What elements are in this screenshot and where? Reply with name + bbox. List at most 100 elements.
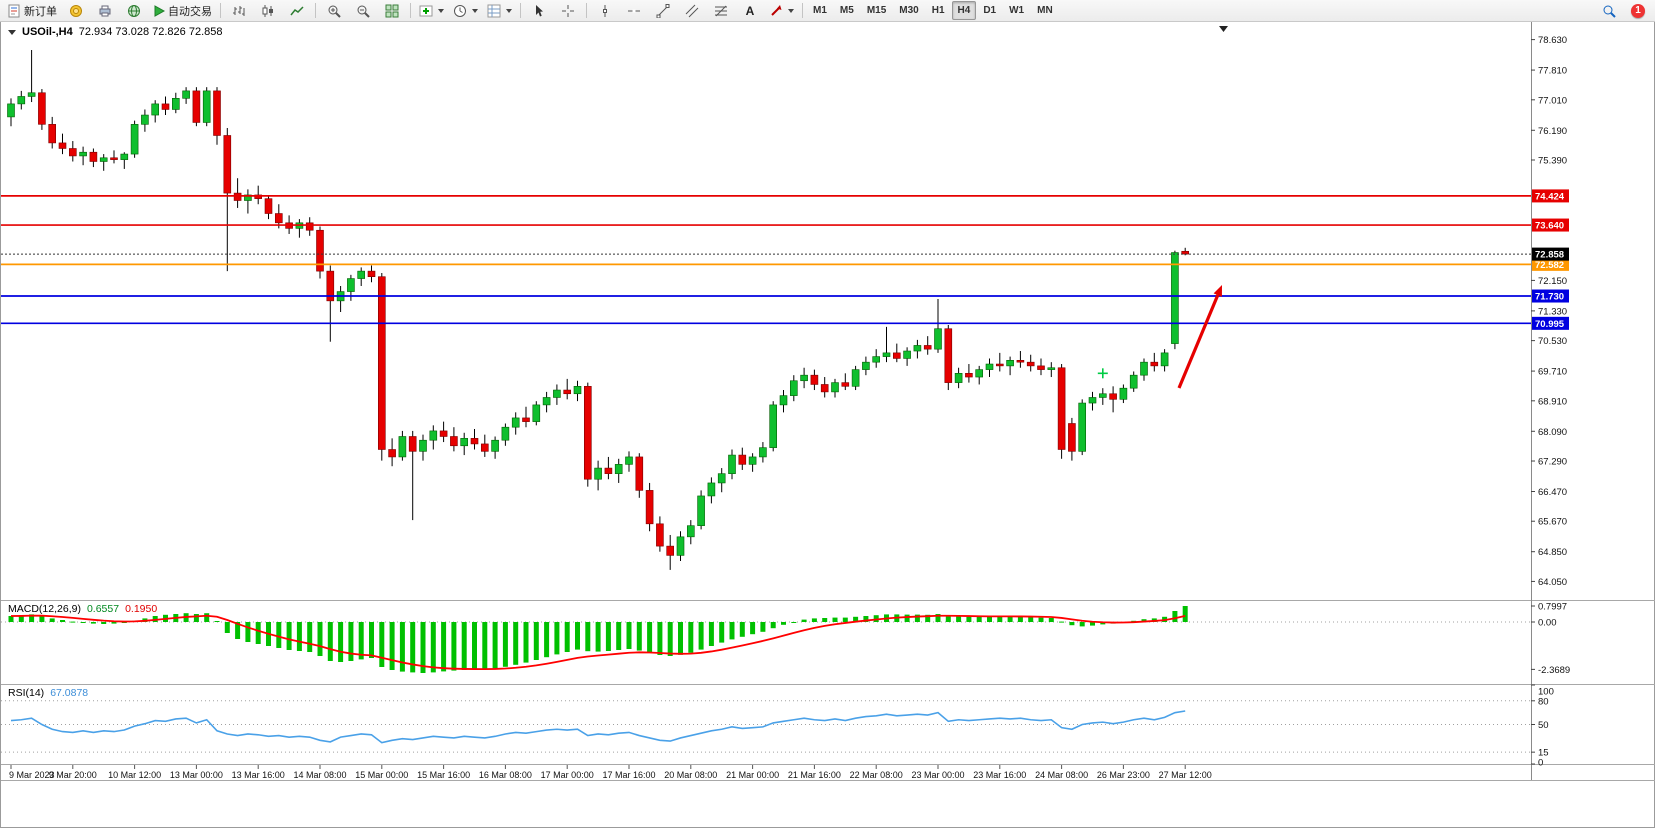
rsi-axis-tick: 80 xyxy=(1538,696,1549,707)
zoom-in-button[interactable] xyxy=(320,0,348,22)
indicators-button[interactable] xyxy=(415,0,448,22)
tf-button-w1[interactable]: W1 xyxy=(1009,5,1025,16)
time-axis-label: 23 Mar 16:00 xyxy=(973,770,1026,780)
candle xyxy=(367,270,376,277)
tf-button-mn[interactable]: MN xyxy=(1037,5,1053,16)
price-badge xyxy=(1532,257,1569,271)
candle xyxy=(583,386,592,480)
cursor-button[interactable] xyxy=(525,0,553,22)
time-axis-label: 17 Mar 16:00 xyxy=(602,770,655,780)
svg-text:70.995: 70.995 xyxy=(1535,319,1565,330)
price-badge xyxy=(1532,316,1569,330)
macd-histogram-bar xyxy=(533,622,539,660)
templates-button[interactable] xyxy=(483,0,516,22)
macd-histogram-bar xyxy=(379,622,385,667)
macd-histogram-bar xyxy=(307,622,313,652)
macd-axis-tick: 0.7997 xyxy=(1538,602,1567,613)
autotrading-button[interactable]: 自动交易 xyxy=(149,0,216,22)
candle xyxy=(965,373,973,378)
channel-button[interactable] xyxy=(678,0,706,22)
tf-button-m30[interactable]: M30 xyxy=(899,5,919,16)
candle xyxy=(748,456,757,465)
macd-histogram-bar xyxy=(1038,617,1044,622)
macd-histogram-bar xyxy=(698,622,704,650)
macd-title: MACD(12,26,9) xyxy=(8,603,81,615)
candle xyxy=(717,473,726,484)
time-axis-label: 13 Mar 16:00 xyxy=(232,770,285,780)
candle xyxy=(738,454,747,465)
macd-histogram-bar xyxy=(214,621,220,622)
periods-button[interactable] xyxy=(449,0,482,22)
trend-arrow-annotation[interactable] xyxy=(1177,294,1220,389)
rsi-title: RSI(14) xyxy=(8,687,45,699)
notifications-button[interactable]: 1 xyxy=(1624,0,1652,22)
tf-button-d1[interactable]: D1 xyxy=(983,5,997,16)
candle xyxy=(954,373,963,383)
macd-signal-value: 0.1950 xyxy=(125,603,158,615)
shapes-button[interactable] xyxy=(765,0,798,22)
candle xyxy=(264,198,273,214)
candle xyxy=(645,490,654,525)
tf-button-h4[interactable]: H4 xyxy=(951,1,977,20)
search-button[interactable] xyxy=(1595,0,1623,22)
chart-window[interactable]: 78.630 77.810 77.010 76.190 75.390 72.150 71.3… xyxy=(0,22,1655,828)
candle xyxy=(697,495,705,526)
crosshair-button[interactable] xyxy=(554,0,582,22)
price-badge xyxy=(1532,247,1569,261)
new-order-button[interactable]: 新订单 xyxy=(3,0,61,22)
chart-shift-marker[interactable] xyxy=(1219,26,1228,32)
metaeditor-button[interactable] xyxy=(62,0,90,22)
price-badge xyxy=(1532,189,1569,203)
tf-button-m5[interactable]: M5 xyxy=(839,5,854,16)
toolbar-separator xyxy=(220,3,221,18)
print-button[interactable] xyxy=(91,0,119,22)
price-axis-tick: 64.050 xyxy=(1538,577,1567,588)
zoom-out-button[interactable] xyxy=(349,0,377,22)
macd-histogram-bar xyxy=(1172,611,1178,622)
horizontal-line-button[interactable] xyxy=(620,0,648,22)
one-click-trading-toggle[interactable] xyxy=(8,29,16,35)
tf-button-m1[interactable]: M1 xyxy=(813,5,827,16)
macd-axis-tick: -2.3689 xyxy=(1538,665,1570,676)
text-tool-button[interactable]: A xyxy=(736,0,764,22)
fibonacci-button[interactable] xyxy=(707,0,735,22)
macd-histogram-bar xyxy=(296,622,302,651)
vertical-line-button[interactable] xyxy=(591,0,619,22)
time-axis-label: 23 Mar 00:00 xyxy=(911,770,964,780)
price-chart-canvas[interactable]: 78.630 77.810 77.010 76.190 75.390 72.150 71.3… xyxy=(1,22,1655,828)
candle xyxy=(800,374,808,382)
candle xyxy=(1088,397,1097,404)
trendline-button[interactable] xyxy=(649,0,677,22)
candle xyxy=(274,213,283,224)
tf-button-h1[interactable]: H1 xyxy=(931,5,945,16)
time-axis-label: 21 Mar 00:00 xyxy=(726,770,779,780)
chevron-down-icon xyxy=(438,8,444,13)
candle xyxy=(831,382,839,393)
price-axis-tick: 71.330 xyxy=(1538,306,1567,317)
macd-histogram-bar xyxy=(564,622,570,652)
tile-windows-button[interactable] xyxy=(378,0,406,22)
bar-chart-button[interactable] xyxy=(225,0,253,22)
macd-histogram-bar xyxy=(956,616,962,622)
candle xyxy=(1016,360,1025,363)
candle xyxy=(1119,387,1128,400)
macd-histogram-bar xyxy=(605,622,611,651)
macd-histogram-bar xyxy=(750,622,756,635)
macd-histogram-bar xyxy=(636,622,642,651)
candle xyxy=(573,386,582,395)
macd-histogram-bar xyxy=(987,616,992,622)
candle xyxy=(254,194,262,199)
candle xyxy=(563,389,572,395)
community-button[interactable] xyxy=(120,0,148,22)
macd-histogram-bar xyxy=(585,622,591,652)
macd-histogram-bar xyxy=(39,616,45,622)
price-axis-tick: 69.710 xyxy=(1538,367,1567,378)
tf-button-m15[interactable]: M15 xyxy=(866,5,887,16)
candle xyxy=(120,153,129,160)
candle xyxy=(151,103,159,116)
candle xyxy=(99,157,108,162)
price-badge xyxy=(1532,289,1569,303)
candlestick-chart-button[interactable] xyxy=(254,0,282,22)
line-chart-button[interactable] xyxy=(283,0,311,22)
macd-histogram-bar xyxy=(204,613,210,622)
